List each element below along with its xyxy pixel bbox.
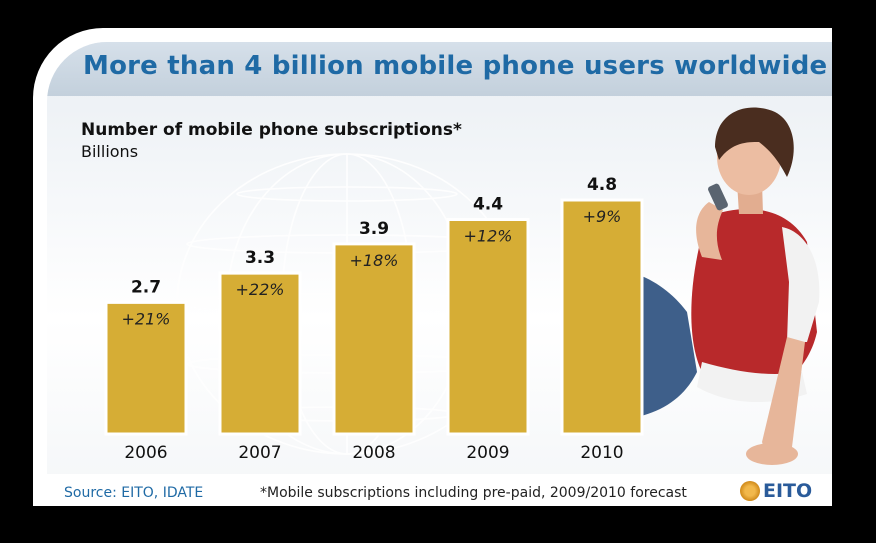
value-label-2008: 3.9 xyxy=(359,219,389,239)
growth-label-2010: +9% xyxy=(583,207,622,226)
bar-2009 xyxy=(446,218,530,436)
y-unit-label: Billions xyxy=(81,142,139,161)
bar-2006 xyxy=(104,300,188,436)
bar-2007 xyxy=(218,271,302,436)
growth-label-2007: +22% xyxy=(236,280,285,299)
headline-banner xyxy=(47,42,832,96)
growth-label-2006: +21% xyxy=(122,309,171,328)
eito-logo-text: EITO xyxy=(763,480,813,502)
bar-2010 xyxy=(560,198,644,436)
category-label-2008: 2008 xyxy=(352,443,395,463)
value-label-2010: 4.8 xyxy=(587,175,617,195)
chart-panel: More than 4 billion mobile phone users w… xyxy=(47,42,832,502)
bar-2008 xyxy=(332,242,416,436)
value-label-2009: 4.4 xyxy=(473,195,503,215)
eito-logo-icon xyxy=(740,481,760,501)
footer-strip xyxy=(47,474,832,502)
value-label-2007: 3.3 xyxy=(245,248,275,268)
category-label-2007: 2007 xyxy=(238,443,281,463)
source-note: Source: EITO, IDATE xyxy=(64,485,204,501)
chart-title: Number of mobile phone subscriptions* xyxy=(81,120,462,140)
growth-label-2009: +12% xyxy=(464,227,513,246)
footnote: *Mobile subscriptions including pre-paid… xyxy=(260,485,687,501)
value-label-2006: 2.7 xyxy=(131,277,161,297)
category-label-2006: 2006 xyxy=(124,443,167,463)
chart-frame: More than 4 billion mobile phone users w… xyxy=(33,28,832,506)
category-label-2010: 2010 xyxy=(580,443,623,463)
bars-group: 2.7 +21% 2006 3.3 +22% 2007 3.9 +18% 2008 4.4 +12%… xyxy=(104,175,644,463)
headline: More than 4 billion mobile phone users w… xyxy=(83,51,828,81)
growth-label-2008: +18% xyxy=(350,251,399,270)
bar-chart: 2.7 +21% 2006 3.3 +22% 2007 3.9 +18% 2008 4.4 +12%… xyxy=(104,175,644,463)
eito-logo: EITO xyxy=(740,479,812,502)
category-label-2009: 2009 xyxy=(466,443,509,463)
